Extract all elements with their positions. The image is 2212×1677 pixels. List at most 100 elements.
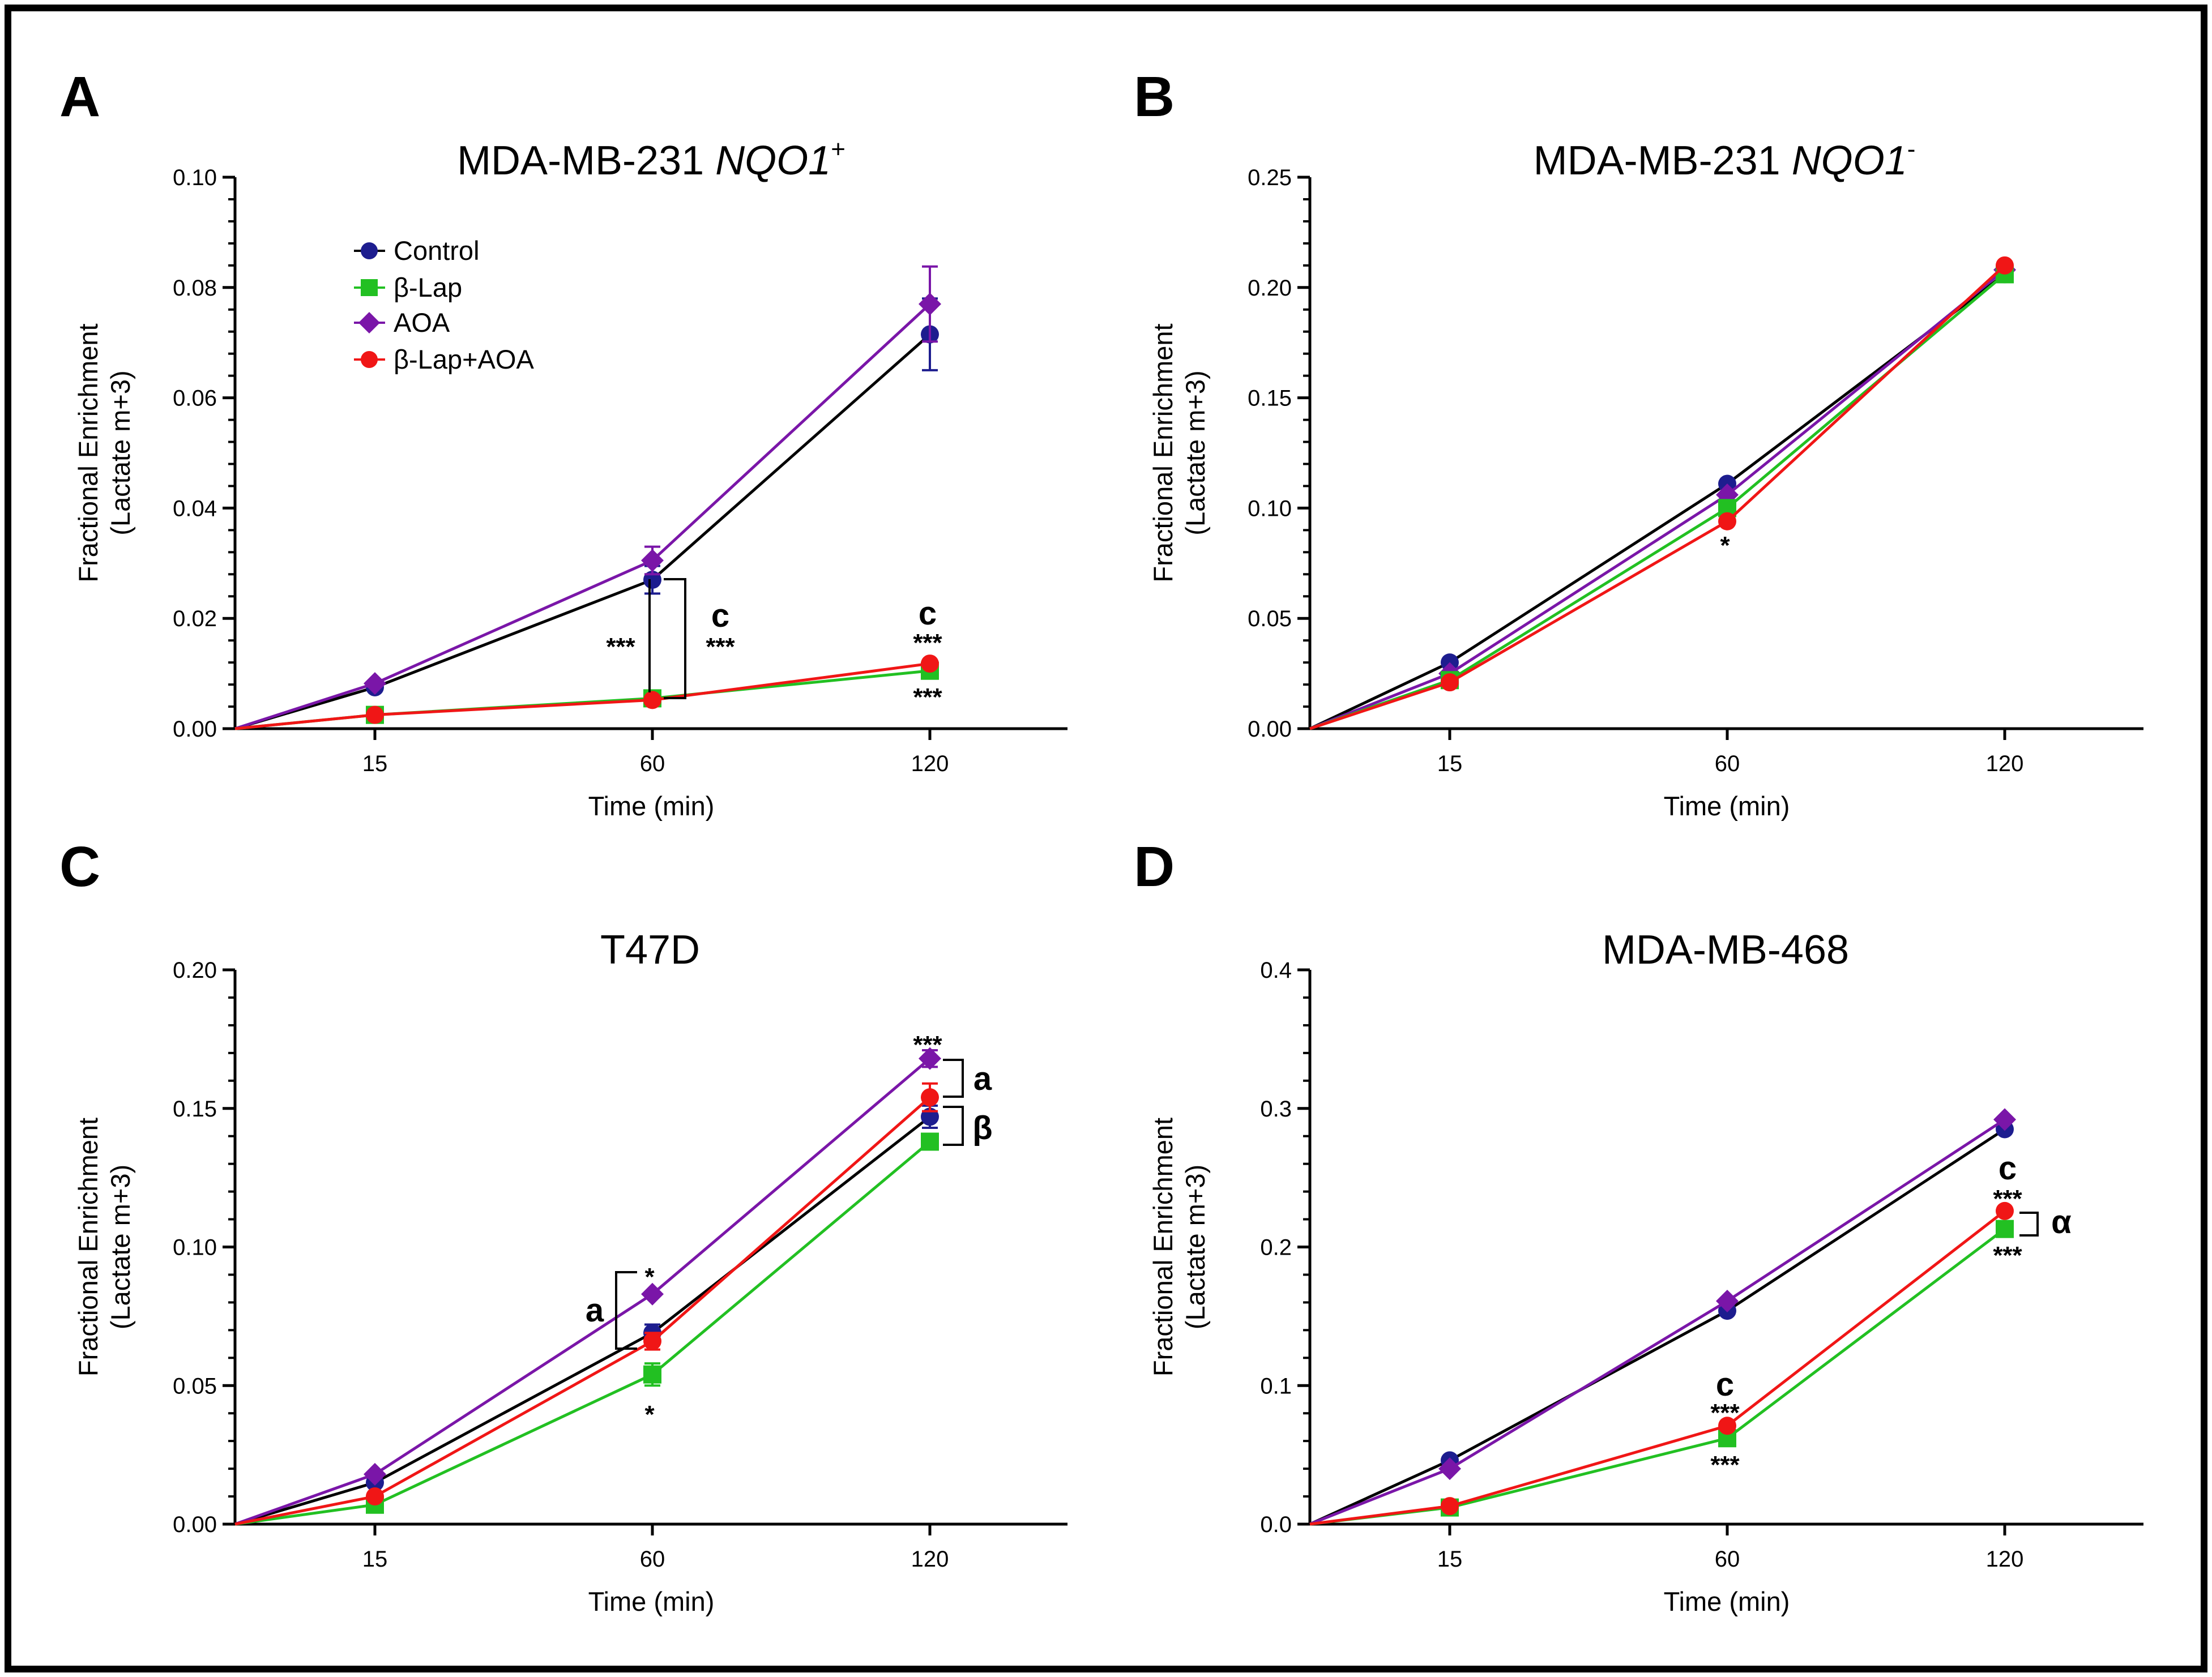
panel-letter-d: D: [1134, 835, 1175, 899]
panel-d-y-axis-title: Fractional Enrichment(Lactate m+3): [1148, 1118, 1210, 1376]
legend: Control β-Lap AOA β-Lap+AOA: [354, 236, 534, 374]
series-line-control: [234, 1115, 931, 1526]
legend-marker-control: [361, 242, 378, 259]
y-tick-label: 0.1: [1260, 1374, 1292, 1398]
legend-label-aoa: AOA: [394, 307, 450, 337]
annot-d-star-120-bottom: ***: [1993, 1242, 2022, 1269]
series-line-b-lap-aoa: [234, 1096, 931, 1526]
x-tick-label: 60: [640, 1547, 665, 1572]
annot-c-beta-120: β: [972, 1110, 992, 1146]
panel-c: C T47D 0.00 0.05 0.10 0.15 0.20 15 60 120 Time (…: [59, 835, 1067, 1616]
point-b-lap-aoa-120: [1996, 1201, 2014, 1220]
legend-item-control: Control: [354, 236, 480, 266]
x-tick-label: 120: [1986, 751, 2024, 776]
point-b-lap-aoa-15: [366, 1487, 384, 1506]
panel-a-annotations: *** c *** c *** ***: [606, 578, 943, 711]
x-tick-label: 120: [1986, 1547, 2024, 1572]
legend-item-blap: β-Lap: [354, 272, 462, 302]
y-tick-label: 0.2: [1260, 1235, 1292, 1260]
x-tick-label: 15: [362, 1547, 388, 1572]
x-tick-label: 15: [1437, 1547, 1463, 1572]
y-tick-label: 0.10: [173, 165, 217, 190]
panel-c-y-axis-title: Fractional Enrichment(Lactate m+3): [73, 1118, 135, 1376]
y-tick-label: 0.06: [173, 386, 217, 411]
point-b-lap-aoa-60: [1718, 512, 1736, 531]
point-b-lap-aoa-120: [1996, 256, 2014, 275]
annot-a-star-outer: ***: [706, 633, 735, 661]
legend-marker-aoa: [358, 312, 380, 333]
panel-letter-a: A: [59, 65, 100, 129]
y-tick-label: 0.4: [1260, 958, 1292, 983]
y-tick-label: 0.10: [1248, 496, 1292, 521]
x-tick-label: 60: [1715, 751, 1740, 776]
annot-a-star-inner: ***: [606, 633, 635, 661]
annot-a-c-120: c: [919, 595, 937, 632]
panel-b: B MDA-MB-231 NQO1- 0.00 0.05 0.10 0.15 0.20 0…: [1134, 65, 2143, 821]
panel-b-title: MDA-MB-231 NQO1-: [1534, 135, 1916, 183]
panel-d-x-axis-title: Time (min): [1664, 1586, 1790, 1616]
series-line-b-lap-aoa: [1309, 264, 2006, 730]
point-b-lap-aoa-120: [921, 1088, 939, 1107]
point-aoa-15: [1438, 1457, 1461, 1481]
x-tick-label: 15: [1437, 751, 1463, 776]
panel-b-series-b-lap-aoa: [1309, 256, 2014, 730]
annot-d-star-60-top: ***: [1710, 1399, 1740, 1427]
series-line-control: [234, 333, 931, 730]
panel-d-annotations: c *** *** c *** α ***: [1710, 1150, 2072, 1479]
legend-label-blap: β-Lap: [394, 272, 462, 302]
y-tick-label: 0.15: [173, 1097, 217, 1122]
point-b-lap-120: [921, 1132, 939, 1151]
x-tick-label: 120: [911, 1547, 949, 1572]
panel-b-annotations: *: [1720, 532, 1730, 559]
series-line-control: [1309, 273, 2006, 730]
y-tick-label: 0.10: [173, 1235, 217, 1260]
point-aoa-15: [364, 672, 386, 695]
panel-b-y-axis-title: Fractional Enrichment(Lactate m+3): [1148, 323, 1210, 582]
annot-a-star-120-top: ***: [913, 629, 942, 657]
point-aoa-60: [1716, 1289, 1739, 1312]
panel-a: A MDA-MB-231 NQO1+ 0.00 0.02 0.04 0.06 0.08 0…: [59, 65, 1067, 821]
annot-c-a-60: a: [586, 1292, 604, 1329]
series-line-b-lap-aoa: [1309, 1209, 2006, 1526]
annot-b-star-60: *: [1720, 532, 1730, 559]
y-tick-label: 0.05: [173, 1374, 217, 1398]
legend-item-blap-aoa: β-Lap+AOA: [354, 344, 534, 374]
x-tick-label: 15: [362, 751, 388, 776]
annot-c-star-60-bottom: *: [644, 1401, 655, 1428]
series-line-b-lap: [234, 1140, 931, 1526]
point-b-lap-aoa-15: [1441, 673, 1459, 692]
panel-a-series-aoa: [234, 265, 941, 730]
annot-d-star-120-top: ***: [1993, 1185, 2022, 1213]
point-b-lap-aoa-120: [921, 654, 939, 673]
bracket-a-60-outer: [664, 578, 686, 699]
panel-letter-b: B: [1134, 65, 1175, 129]
x-tick-label: 60: [640, 751, 665, 776]
y-tick-label: 0.04: [173, 496, 217, 521]
point-b-lap-aoa-15: [366, 705, 384, 724]
annot-d-c-60: c: [1716, 1366, 1734, 1403]
panel-a-series-b-lap-aoa: [234, 654, 939, 730]
point-b-lap-aoa-60: [1718, 1417, 1736, 1435]
bracket-c-120-top: [943, 1059, 964, 1098]
bracket-c-120-bottom: [943, 1106, 964, 1146]
annot-a-c-60: c: [711, 597, 729, 634]
y-tick-label: 0.00: [173, 717, 217, 742]
bracket-c-60: [615, 1271, 637, 1350]
annot-d-alpha-120: α: [2051, 1204, 2072, 1240]
panel-d-series-b-lap-aoa: [1309, 1201, 2014, 1526]
x-tick-label: 60: [1715, 1547, 1740, 1572]
panel-c-series-b-lap: [234, 1132, 939, 1526]
point-b-lap-aoa-60: [643, 1332, 661, 1350]
figure-border: [5, 5, 2207, 1672]
series-line-aoa: [1309, 268, 2006, 730]
panel-c-annotations: * a * *** a β: [586, 1031, 993, 1428]
bracket-d-120: [2019, 1212, 2039, 1237]
series-line-b-lap-aoa: [234, 662, 930, 730]
panel-d-title: MDA-MB-468: [1602, 927, 1849, 973]
legend-item-aoa: AOA: [354, 307, 450, 337]
series-line-aoa: [234, 303, 931, 730]
annot-a-star-120-bottom: ***: [913, 683, 942, 711]
y-tick-label: 0.25: [1248, 165, 1292, 190]
panel-c-x-axis-title: Time (min): [588, 1586, 715, 1616]
